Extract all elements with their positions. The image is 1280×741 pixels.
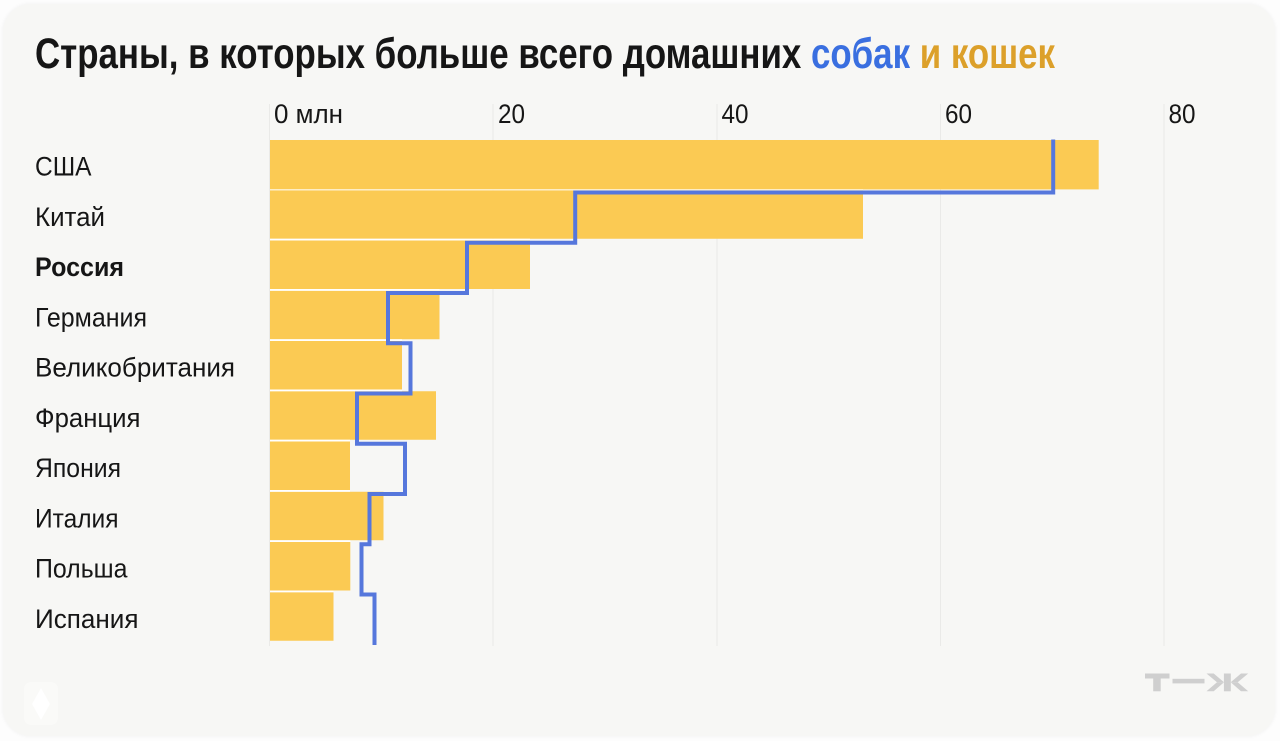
svg-text:Польша: Польша	[35, 554, 128, 584]
svg-text:60: 60	[945, 99, 972, 129]
svg-text:20: 20	[498, 99, 525, 129]
svg-text:Испания: Испания	[35, 604, 139, 634]
svg-text:40: 40	[722, 99, 749, 129]
svg-text:0 млн: 0 млн	[274, 99, 343, 129]
svg-text:Великобритания: Великобритания	[35, 353, 235, 383]
svg-text:Япония: Япония	[35, 453, 121, 483]
svg-text:Страны, в которых больше всего: Страны, в которых больше всего домашних …	[35, 31, 1056, 78]
svg-text:США: США	[35, 152, 92, 182]
svg-text:Китай: Китай	[35, 202, 105, 232]
svg-text:Франция: Франция	[35, 403, 141, 433]
svg-text:80: 80	[1169, 99, 1196, 129]
svg-text:Германия: Германия	[35, 302, 147, 332]
svg-text:Россия: Россия	[35, 252, 124, 282]
svg-text:Италия: Италия	[35, 503, 119, 533]
